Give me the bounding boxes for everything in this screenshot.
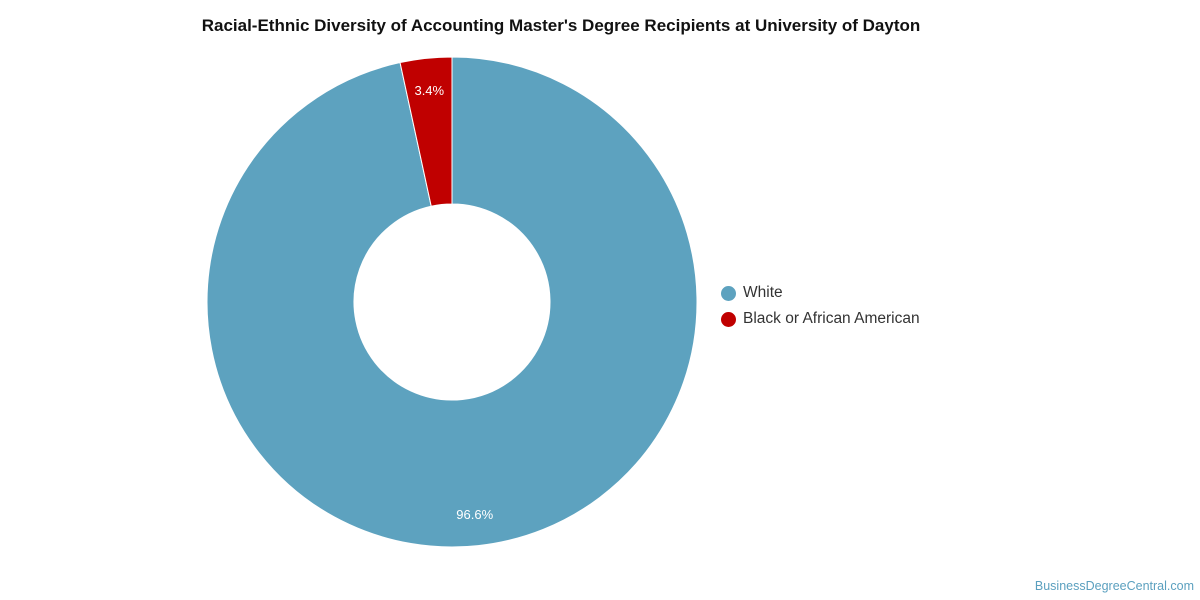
slice-white[interactable] <box>206 56 698 548</box>
legend-label: Black or African American <box>743 310 920 327</box>
chart-title: Racial-Ethnic Diversity of Accounting Ma… <box>201 16 921 35</box>
legend-swatch-icon <box>721 311 736 327</box>
slice-black-or-african-american[interactable] <box>399 56 453 207</box>
legend-item-white[interactable]: White <box>721 280 920 306</box>
donut-slices <box>206 56 698 548</box>
slice-label-white: 96.6% <box>456 507 493 522</box>
source-credit[interactable]: BusinessDegreeCentral.com <box>1034 579 1194 593</box>
legend-swatch-icon <box>721 285 736 301</box>
slice-labels: 96.6% 3.4% <box>414 83 493 522</box>
legend-item-black-or-african-american[interactable]: Black or African American <box>721 306 920 332</box>
slice-label-black-or-african-american: 3.4% <box>414 83 444 98</box>
legend-label: White <box>743 284 783 301</box>
chart-legend: White Black or African American <box>721 280 920 332</box>
